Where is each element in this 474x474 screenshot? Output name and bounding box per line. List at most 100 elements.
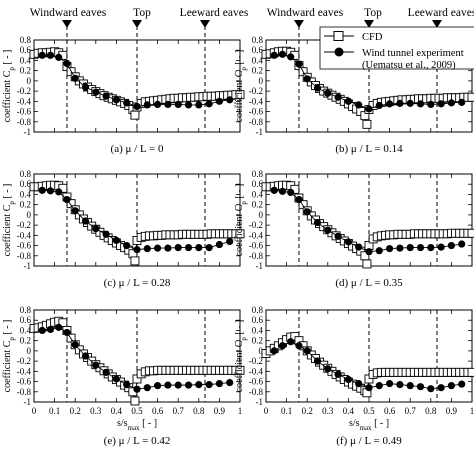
top-label-right: Top — [364, 7, 382, 19]
y-axis-label: coefficient Cp [ - ] — [2, 50, 16, 123]
wind-tunnel-point — [287, 53, 295, 61]
wind-tunnel-point — [102, 368, 110, 376]
marker-triangle — [364, 20, 374, 28]
wind-tunnel-point — [38, 326, 46, 335]
y-tick-label: -1 — [24, 397, 32, 407]
wind-tunnel-point — [112, 236, 120, 245]
x-axis-label: s/smax [ - ] — [117, 418, 157, 432]
cfd-point — [130, 110, 140, 120]
wind-tunnel-point — [427, 100, 435, 108]
y-axis-label-unit: [ - ] — [234, 320, 245, 338]
wind-tunnel-point — [164, 100, 172, 108]
y-tick-label: -0.2 — [249, 356, 263, 366]
wind-tunnel-point — [365, 248, 373, 256]
wind-tunnel-point — [164, 244, 172, 252]
x-tick-label: 0.7 — [173, 406, 185, 416]
legend: CFD Wind tunnel experiment (Uematsu et a… — [319, 26, 474, 71]
cfd-point — [130, 396, 140, 406]
wind-tunnel-point — [102, 230, 110, 238]
wind-tunnel-point — [154, 244, 162, 252]
wind-tunnel-point — [406, 244, 414, 252]
marker-triangle — [199, 20, 210, 28]
y-tick-label: 0 — [27, 76, 32, 86]
cfd-point — [130, 256, 140, 266]
wind-tunnel-point — [38, 51, 46, 59]
y-tick-label: 0.8 — [20, 305, 32, 315]
y-tick-label: 0.2 — [20, 200, 31, 210]
x-axis-label-unit: [ - ] — [140, 418, 158, 429]
y-tick-label: -0.6 — [17, 241, 32, 251]
x-axis-label-sub: max — [128, 424, 141, 432]
wind-tunnel-point — [46, 187, 55, 195]
legend-box — [319, 26, 474, 70]
x-tick-label: 0.2 — [302, 406, 313, 416]
cfd-point — [467, 92, 474, 102]
legend-wt-ref: (Uematsu et al., 2009) — [362, 60, 456, 71]
wind-tunnel-point — [365, 384, 373, 392]
panel-caption: (f) μ / L = 0.49 — [336, 435, 402, 447]
y-tick-label: -0.4 — [17, 96, 32, 106]
wind-tunnel-point — [123, 381, 131, 389]
x-tick-label: 0.3 — [322, 406, 334, 416]
wind-tunnel-point — [184, 101, 193, 109]
wind-tunnel-point — [324, 226, 332, 234]
x-tick-label: 0.2 — [70, 406, 81, 416]
panel-caption: (e) μ / L = 0.42 — [104, 435, 171, 447]
y-tick-label: -0.6 — [249, 241, 264, 251]
wind-tunnel-point — [133, 102, 141, 111]
wind-tunnel-point — [195, 244, 203, 252]
wind-tunnel-point — [55, 323, 63, 331]
wind-tunnel-point — [447, 99, 455, 107]
leeward-eaves-label-right: Leeward eaves — [408, 7, 474, 19]
wind-tunnel-point — [386, 245, 394, 253]
wind-tunnel-point — [355, 101, 363, 109]
wind-tunnel-point — [226, 378, 234, 387]
y-axis-label: coefficient Cp [ - ] — [234, 320, 248, 393]
x-tick-label: 0.7 — [405, 406, 417, 416]
wind-tunnel-point — [416, 244, 425, 252]
y-tick-label: 0.2 — [252, 200, 263, 210]
y-tick-label: -0.4 — [17, 230, 32, 240]
x-tick-label: 0.3 — [90, 406, 102, 416]
y-tick-label: -0.4 — [249, 230, 264, 240]
cfd-point — [467, 367, 474, 377]
y-tick-label: -1 — [256, 127, 264, 137]
wind-tunnel-point — [344, 97, 352, 105]
legend-cfd-label: CFD — [362, 32, 383, 43]
wind-tunnel-point — [112, 375, 120, 383]
y-tick-label: 0 — [259, 76, 264, 86]
legend-wt-label: Wind tunnel experiment — [362, 48, 464, 59]
wind-tunnel-point — [55, 188, 63, 196]
y-tick-label: 0.4 — [252, 325, 264, 335]
wind-tunnel-point — [375, 101, 383, 110]
wind-tunnel-point — [123, 241, 131, 250]
y-tick-label: 0.2 — [252, 336, 263, 346]
y-axis-label: coefficient Cp [ - ] — [234, 184, 248, 257]
x-axis-label: s/smax [ - ] — [349, 418, 389, 432]
top-label-left: Top — [133, 7, 151, 19]
y-tick-label: -0.8 — [17, 117, 32, 127]
wind-tunnel-point — [334, 370, 342, 378]
y-tick-label: -0.2 — [17, 356, 31, 366]
x-tick-label: 1 — [470, 406, 474, 416]
wind-tunnel-point — [437, 243, 445, 251]
wind-tunnel-point — [416, 100, 425, 108]
x-axis-label-sub: max — [360, 424, 373, 432]
wind-tunnel-point — [427, 385, 435, 393]
wind-tunnel-point — [295, 60, 303, 68]
wind-tunnel-point — [215, 97, 223, 105]
wind-tunnel-point — [184, 381, 193, 389]
y-axis-label: coefficient Cp [ - ] — [2, 184, 16, 257]
y-tick-label: 0.2 — [20, 66, 31, 76]
y-axis-label-sub: p — [8, 67, 16, 71]
y-tick-label: -0.4 — [249, 366, 264, 376]
wind-tunnel-point — [278, 342, 287, 350]
wind-tunnel-point — [143, 101, 151, 109]
y-tick-label: 0.4 — [20, 325, 32, 335]
y-tick-label: -0.6 — [17, 377, 32, 387]
panel-c: 0.80.60.40.20-0.2-0.4-0.6-0.8-1 coefficie… — [2, 169, 245, 289]
panel-caption: (c) μ / L = 0.28 — [104, 277, 171, 289]
wind-tunnel-point — [63, 328, 71, 337]
wind-tunnel-point — [71, 74, 79, 82]
wind-tunnel-point — [375, 247, 383, 255]
